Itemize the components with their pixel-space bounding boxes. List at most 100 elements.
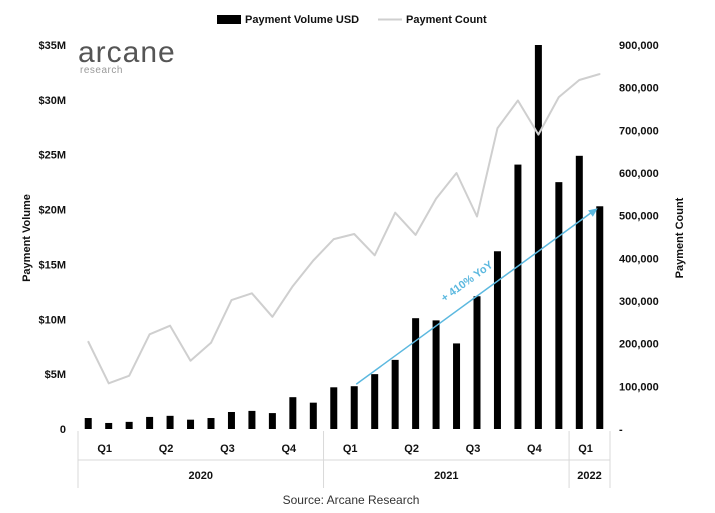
count-point [87, 340, 90, 343]
volume-bar [289, 397, 297, 429]
right-tick-label: 400,000 [619, 253, 659, 265]
volume-bar [125, 421, 133, 429]
legend-label-volume: Payment Volume USD [245, 14, 359, 26]
count-point [128, 374, 130, 377]
quarter-label: Q1 [343, 443, 358, 455]
volume-bars [84, 45, 604, 430]
count-point [558, 96, 560, 98]
right-tick-label: - [619, 424, 623, 436]
count-line [87, 73, 601, 385]
volume-bar [493, 251, 501, 429]
quarter-label: Q3 [466, 443, 481, 455]
volume-bar [187, 419, 195, 429]
left-tick-label: $10M [38, 314, 66, 326]
quarter-label: Q4 [527, 443, 543, 455]
category-axis: Q1 Q2 Q3 Q4 Q1 Q2 Q3 Q4 Q1 2020 2021 2022 [77, 431, 611, 488]
count-point [394, 211, 396, 214]
count-point [537, 133, 540, 136]
left-tick-label: $35M [38, 40, 66, 52]
left-tick-label: $20M [38, 205, 66, 217]
count-point [169, 324, 171, 327]
left-tick-label: $15M [38, 259, 66, 271]
volume-bar [146, 416, 154, 429]
count-point [230, 299, 233, 301]
count-point [271, 315, 274, 318]
right-axis-title: Payment Count [674, 197, 686, 278]
count-point [353, 233, 356, 235]
yoy-label: + 410% YoY [439, 259, 496, 305]
volume-bar [412, 318, 420, 429]
volume-bar [350, 386, 358, 429]
right-tick-label: 800,000 [619, 83, 659, 95]
count-point [455, 172, 458, 174]
count-point [292, 285, 294, 287]
year-label: 2022 [577, 470, 601, 482]
volume-bar [84, 418, 92, 429]
quarter-label: Q2 [404, 443, 419, 455]
yoy-arrow-line [355, 211, 593, 385]
count-point [210, 342, 212, 344]
count-line-group [87, 73, 601, 385]
volume-bar [575, 155, 583, 429]
right-tick-label: 900,000 [619, 40, 659, 52]
left-tick-label: $5M [45, 369, 66, 381]
left-axis-ticks: 0 $5M $10M $15M $20M $25M $30M $35M [38, 40, 66, 436]
volume-bar [371, 374, 379, 429]
right-tick-label: 500,000 [619, 211, 659, 223]
year-label: 2020 [189, 470, 213, 482]
source-note: Source: Arcane Research [283, 493, 420, 507]
count-point [189, 359, 192, 362]
count-point [332, 238, 335, 240]
quarter-label: Q1 [578, 443, 593, 455]
volume-bar [227, 411, 235, 429]
logo-tagline: research [80, 65, 123, 76]
right-tick-label: 700,000 [619, 125, 659, 137]
volume-bar [248, 410, 256, 429]
legend-label-count: Payment Count [406, 14, 487, 26]
volume-bar [166, 415, 174, 429]
left-tick-label: $30M [38, 95, 66, 107]
count-point [312, 259, 315, 262]
count-point [107, 382, 110, 385]
quarter-label: Q1 [97, 443, 112, 455]
volume-bar [207, 418, 215, 429]
right-tick-label: 600,000 [619, 168, 659, 180]
right-tick-label: 200,000 [619, 339, 659, 351]
yoy-arrow-head [588, 208, 598, 217]
count-point [148, 333, 151, 336]
right-axis-ticks: - 100,000 200,000 300,000 400,000 500,000 600,… [619, 40, 659, 436]
year-label: 2021 [434, 470, 458, 482]
legend: Payment Volume USD Payment Count [217, 14, 487, 26]
count-point [598, 73, 601, 75]
volume-bar [391, 359, 399, 429]
left-axis-title: Payment Volume [21, 194, 33, 282]
right-tick-label: 100,000 [619, 381, 659, 393]
count-point [476, 215, 478, 218]
volume-bar [596, 206, 604, 429]
right-tick-label: 300,000 [619, 296, 659, 308]
count-point [373, 254, 376, 257]
left-tick-label: 0 [60, 424, 66, 436]
volume-bar [330, 387, 338, 429]
left-tick-label: $25M [38, 150, 66, 162]
legend-swatch-volume [217, 15, 241, 24]
quarter-label: Q3 [220, 443, 235, 455]
volume-bar [105, 422, 113, 429]
logo-name: arcane [78, 36, 176, 69]
volume-bar [534, 45, 542, 429]
count-point [435, 197, 437, 200]
volume-bar [473, 296, 481, 429]
quarter-label: Q2 [159, 443, 174, 455]
count-point [578, 79, 581, 81]
volume-bar [432, 320, 440, 429]
volume-bar [514, 164, 522, 430]
count-point [517, 99, 519, 102]
arcane-logo: arcane research [78, 36, 176, 76]
volume-bar [453, 343, 461, 429]
count-point [251, 292, 253, 295]
volume-bar [555, 182, 563, 429]
count-point [414, 234, 417, 236]
quarter-label: Q4 [282, 443, 298, 455]
count-point [496, 127, 499, 129]
